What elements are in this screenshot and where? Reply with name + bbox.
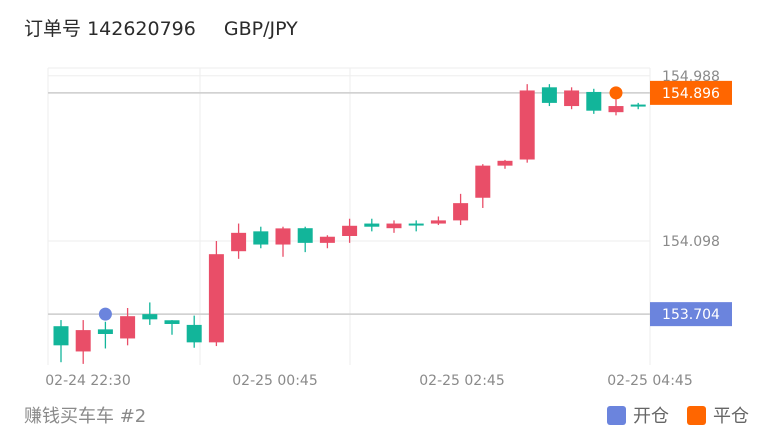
- chart-legend: 开仓 平仓: [589, 402, 749, 428]
- candle-body: [342, 225, 358, 236]
- close-price-label-bg: [650, 80, 732, 105]
- legend-item-open[interactable]: 开仓: [607, 402, 669, 428]
- candle-body: [386, 223, 402, 229]
- currency-pair: GBP/JPY: [223, 18, 298, 40]
- close-swatch-icon: [687, 405, 706, 425]
- candle-body: [541, 87, 557, 103]
- candle-body: [408, 223, 424, 226]
- open-marker-icon: [98, 307, 112, 321]
- candle-body: [319, 236, 335, 243]
- order-label: 订单号: [24, 18, 82, 40]
- x-tick-label: 02-25 02:45: [419, 373, 504, 389]
- strategy-name: 赚钱买车车 #2: [24, 406, 147, 427]
- candle-body: [475, 165, 491, 198]
- candle-body: [586, 91, 602, 111]
- candle-body: [364, 223, 380, 227]
- y-tick-label: 154.098: [662, 234, 720, 250]
- legend-open-label: 开仓: [633, 406, 669, 427]
- candle-body: [97, 329, 113, 335]
- chart-header: 订单号 142620796 GBP/JPY: [24, 14, 298, 41]
- candle-body: [430, 220, 446, 224]
- candle-body: [297, 228, 313, 243]
- candle-body: [120, 316, 136, 339]
- order-number: 142620796: [87, 18, 196, 40]
- candle-body: [519, 90, 535, 160]
- candlestick-chart: 154.988 154.098 02-24 22:30 02-25 00:45 02-2…: [45, 67, 732, 389]
- candle-body: [186, 324, 202, 343]
- x-tick-label: 02-25 00:45: [232, 373, 317, 389]
- candle-body: [564, 90, 580, 107]
- candle-body: [75, 330, 91, 352]
- open-price-label-bg: [650, 302, 732, 327]
- candle-body: [142, 314, 158, 320]
- candle-body: [208, 254, 224, 343]
- candle-body: [231, 232, 247, 252]
- x-tick-label: 02-24 22:30: [45, 373, 130, 389]
- candle-body: [630, 104, 646, 107]
- candle-body: [164, 320, 180, 324]
- candle-body: [53, 326, 69, 346]
- legend-close-label: 平仓: [713, 406, 749, 427]
- candle-body: [453, 203, 469, 221]
- close-price-label: 154.896: [662, 86, 720, 102]
- candle-body: [608, 106, 624, 113]
- open-price-label: 153.704: [662, 307, 720, 323]
- open-swatch-icon: [607, 405, 626, 425]
- legend-item-close[interactable]: 平仓: [687, 402, 749, 428]
- candle-body: [253, 231, 269, 245]
- candle-body: [497, 160, 513, 166]
- candle-body: [275, 228, 291, 245]
- close-marker-icon: [609, 86, 623, 100]
- y-tick-label: 154.988: [662, 69, 720, 85]
- x-tick-label: 02-25 04:45: [607, 373, 692, 389]
